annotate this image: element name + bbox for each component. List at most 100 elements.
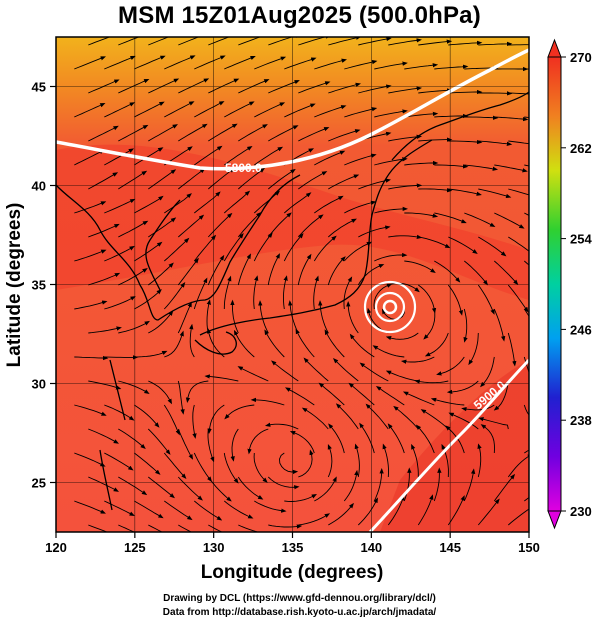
lat-tick-label: 30 (32, 377, 46, 392)
streamline (464, 115, 499, 120)
streamline (404, 111, 439, 118)
streamline (387, 494, 405, 526)
map-title: MSM 15Z01Aug2025 (500.0hPa) (118, 2, 481, 29)
streamline (358, 37, 392, 46)
streamline (104, 198, 136, 214)
streamline (104, 102, 136, 118)
colorbar-label: 262 (570, 141, 592, 156)
streamline (74, 56, 107, 70)
streamline (194, 101, 225, 118)
streamline (382, 443, 389, 478)
streamline (480, 424, 495, 454)
lon-tick-label: 150 (518, 540, 540, 555)
streamline (354, 443, 360, 478)
streamline (404, 63, 439, 70)
streamline (88, 272, 121, 286)
streamline (303, 357, 329, 382)
streamline (264, 329, 285, 358)
streamline (343, 469, 359, 502)
streamline (417, 494, 434, 526)
streamline (148, 169, 177, 190)
streamline (468, 332, 479, 366)
streamline (134, 241, 163, 262)
streamline (402, 391, 435, 406)
streamline (74, 201, 107, 214)
streamline (134, 147, 164, 166)
streamline (208, 123, 238, 142)
streamline (374, 61, 408, 70)
streamline (464, 260, 489, 286)
streamline (254, 56, 287, 70)
streamline (194, 55, 226, 70)
streamline (148, 37, 170, 46)
streamline (463, 468, 476, 502)
streamline (448, 188, 482, 196)
streamline (177, 476, 203, 501)
colorbar-label: 254 (570, 232, 592, 247)
streamline (508, 92, 529, 95)
streamline (313, 275, 319, 310)
streamline (164, 101, 195, 118)
streamline (223, 190, 251, 214)
streamline (230, 299, 239, 334)
streamline (74, 102, 106, 118)
streamline (118, 37, 140, 46)
streamline (365, 403, 389, 430)
streamline (134, 55, 166, 70)
streamline (314, 105, 347, 118)
streamline (332, 357, 359, 382)
streamline (324, 329, 345, 358)
streamline (284, 192, 312, 214)
streamline (237, 212, 262, 238)
streamline (208, 78, 240, 94)
streamline (298, 513, 331, 526)
streamline (463, 308, 468, 343)
streamline (268, 80, 300, 94)
streamline (375, 386, 405, 406)
streamline (134, 404, 160, 428)
streamline (358, 84, 392, 94)
streamline (493, 380, 509, 411)
credit-drawing: Drawing by DCL (https://www.gfd-dennou.o… (163, 593, 436, 604)
streamline (298, 127, 330, 142)
streamline (271, 360, 299, 382)
streamline (118, 380, 150, 395)
streamline (118, 268, 148, 286)
streamline (374, 252, 408, 262)
streamline (418, 137, 453, 142)
streamline (74, 249, 107, 262)
streamline (358, 178, 392, 190)
streamline (418, 188, 453, 193)
streamline (268, 524, 303, 529)
streamline (328, 82, 361, 94)
streamline (447, 284, 463, 316)
streamline (223, 233, 244, 262)
streamline (388, 38, 422, 46)
lat-ticks: 25 30 35 40 45 (32, 80, 56, 491)
streamline (478, 236, 507, 257)
streamline (268, 125, 299, 142)
lat-tick-label: 35 (32, 278, 46, 293)
contours (56, 48, 529, 532)
lat-tick-label: 40 (32, 179, 46, 194)
streamline (494, 260, 519, 286)
streamline (448, 412, 479, 430)
streamline (343, 241, 373, 262)
streamline (415, 424, 435, 454)
streamline (268, 37, 301, 46)
streamline (373, 283, 393, 310)
streamline (418, 284, 437, 314)
streamline (464, 164, 499, 171)
streamline (507, 454, 529, 478)
streamline (523, 404, 529, 416)
streamline (295, 328, 315, 358)
streamline (477, 284, 495, 315)
streamline (178, 524, 193, 532)
streamline (74, 500, 106, 514)
streamline (420, 409, 449, 430)
streamline (178, 123, 208, 142)
streamline (436, 356, 465, 376)
streamline (253, 232, 273, 262)
colorbar-label: 246 (570, 322, 592, 337)
streamline (461, 404, 495, 412)
